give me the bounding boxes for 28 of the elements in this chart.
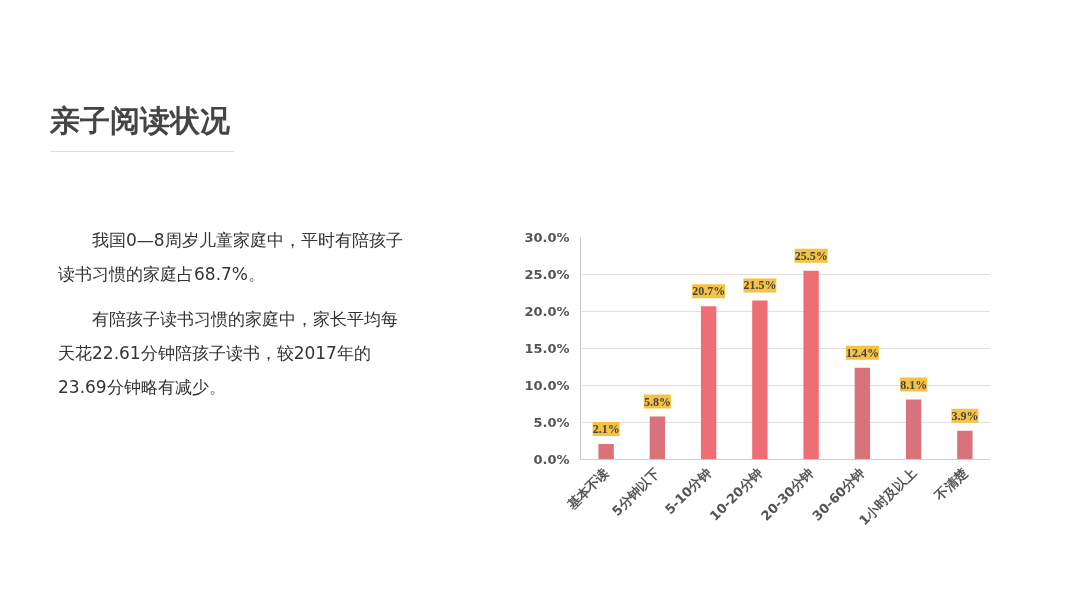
y-tick-label: 20.0% bbox=[524, 304, 570, 319]
y-tick-label: 15.0% bbox=[524, 341, 570, 356]
data-label: 21.5% bbox=[743, 278, 777, 293]
text: 我国0—8周岁儿童家庭中，平时有陪孩子读书习惯的家庭占68.7%。 bbox=[58, 228, 404, 286]
y-tick-label: 5.0% bbox=[533, 415, 570, 430]
text: 亲子阅读状况 bbox=[50, 100, 234, 152]
x-tick-label: 不清楚 bbox=[931, 464, 971, 505]
bar bbox=[700, 306, 717, 460]
y-tick-label: 0.0% bbox=[533, 452, 570, 467]
bar bbox=[854, 367, 871, 460]
data-label: 20.7% bbox=[692, 284, 726, 299]
bar bbox=[752, 300, 768, 460]
data-label: 12.4% bbox=[845, 345, 879, 360]
data-label: 2.1% bbox=[592, 421, 620, 436]
bar bbox=[905, 399, 922, 460]
bar bbox=[803, 270, 819, 460]
bar bbox=[598, 443, 614, 460]
data-label: 25.5% bbox=[794, 248, 828, 263]
data-label: 5.8% bbox=[643, 394, 671, 409]
text: 有陪孩子读书习惯的家庭中，家长平均每天花22.61分钟陪孩子读书，较2017年的23.69分钟略有减少。 bbox=[58, 307, 399, 399]
data-label: 3.9% bbox=[951, 408, 979, 423]
data-label: 8.1% bbox=[900, 377, 928, 392]
y-tick-label: 25.0% bbox=[524, 267, 570, 282]
x-tick-label: 基本不读 bbox=[563, 465, 612, 514]
y-tick-label: 30.0% bbox=[524, 230, 570, 245]
bar bbox=[649, 416, 666, 460]
y-tick-label: 10.0% bbox=[524, 378, 570, 393]
bar bbox=[957, 430, 973, 460]
